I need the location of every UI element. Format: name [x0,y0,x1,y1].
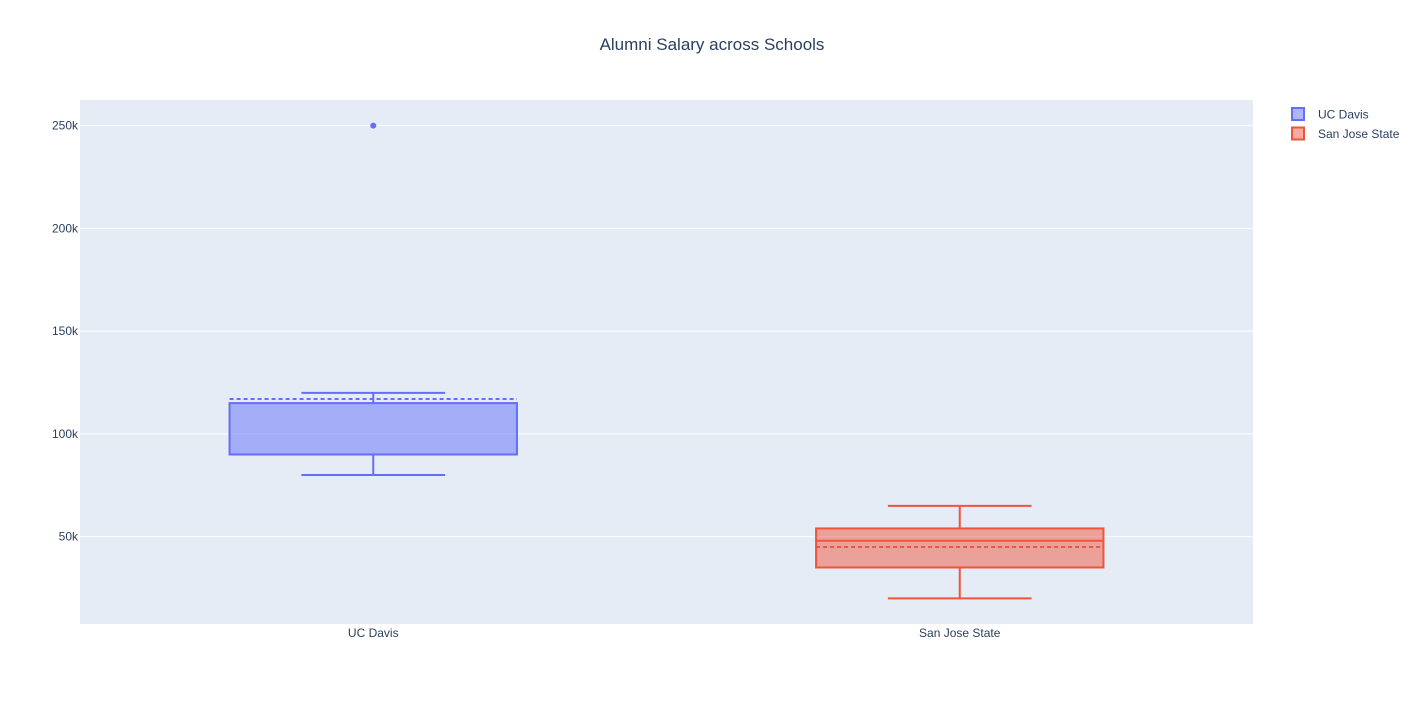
y-tick-label: 250k [52,119,79,133]
y-tick-label: 150k [52,324,79,338]
legend-swatch [1291,126,1305,141]
box-traces [228,122,1105,600]
y-tick-label: 100k [52,427,79,441]
chart-title: Alumni Salary across Schools [600,35,825,54]
legend-item[interactable]: UC Davis [1291,107,1369,122]
box-iqr [228,402,518,456]
legend-item[interactable]: San Jose State [1291,126,1400,141]
legend-swatch [1291,107,1305,121]
box-trace[interactable] [815,504,1105,600]
legend-label: UC Davis [1318,108,1369,122]
x-tick-label: San Jose State [919,626,1001,640]
grid-lines [80,125,1253,538]
y-tick-label: 50k [59,530,79,544]
legend-label: San Jose State [1318,127,1400,141]
y-tick-label: 200k [52,221,79,235]
x-tick-label: UC Davis [348,626,399,640]
outlier-point[interactable] [370,122,377,129]
box-trace[interactable] [228,122,518,477]
y-axis-ticks: 50k 100k 150k 200k 250k [52,119,79,544]
x-axis-ticks: UC Davis San Jose State [348,626,1001,640]
legend: UC Davis San Jose State [1291,107,1400,141]
box-iqr [815,527,1105,569]
